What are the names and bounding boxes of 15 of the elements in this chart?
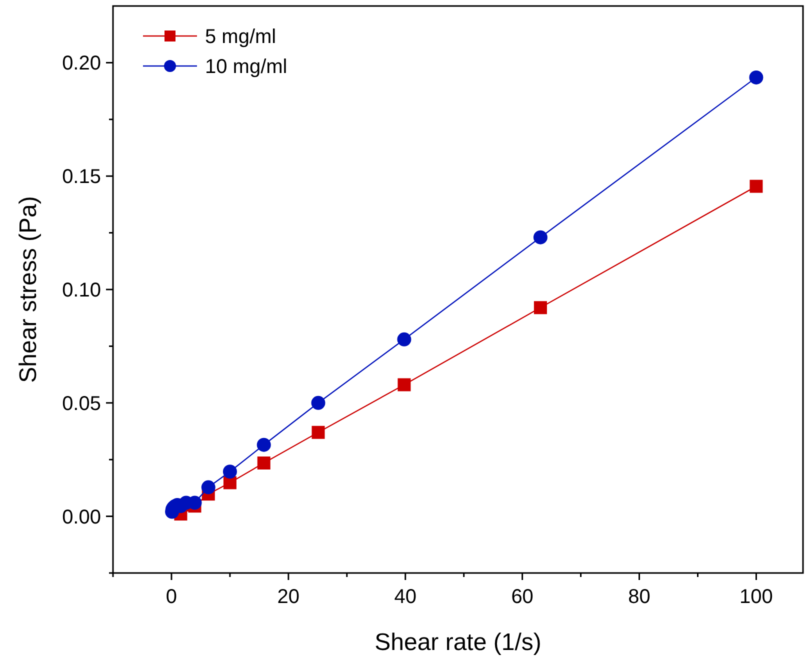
legend-label: 10 mg/ml	[205, 56, 288, 78]
x-tick-label: 60	[511, 586, 534, 608]
y-axis-title: Shear stress (Pa)	[15, 196, 42, 383]
y-tick-label: 0.10	[62, 280, 101, 302]
y-tick-label: 0.05	[62, 392, 101, 415]
y-tick-label: 0.20	[62, 52, 101, 75]
legend-label: 5 mg/ml	[205, 26, 276, 48]
x-tick-label: 0	[166, 586, 178, 608]
x-tick-label: 80	[628, 586, 650, 608]
y-tick-label: 0.15	[62, 166, 101, 188]
x-tick-label: 40	[394, 586, 416, 608]
x-axis-title: Shear rate (1/s)	[374, 629, 542, 656]
x-tick-label: 100	[740, 586, 773, 608]
y-tick-label: 0.00	[62, 506, 101, 528]
x-tick-label: 20	[277, 586, 300, 608]
